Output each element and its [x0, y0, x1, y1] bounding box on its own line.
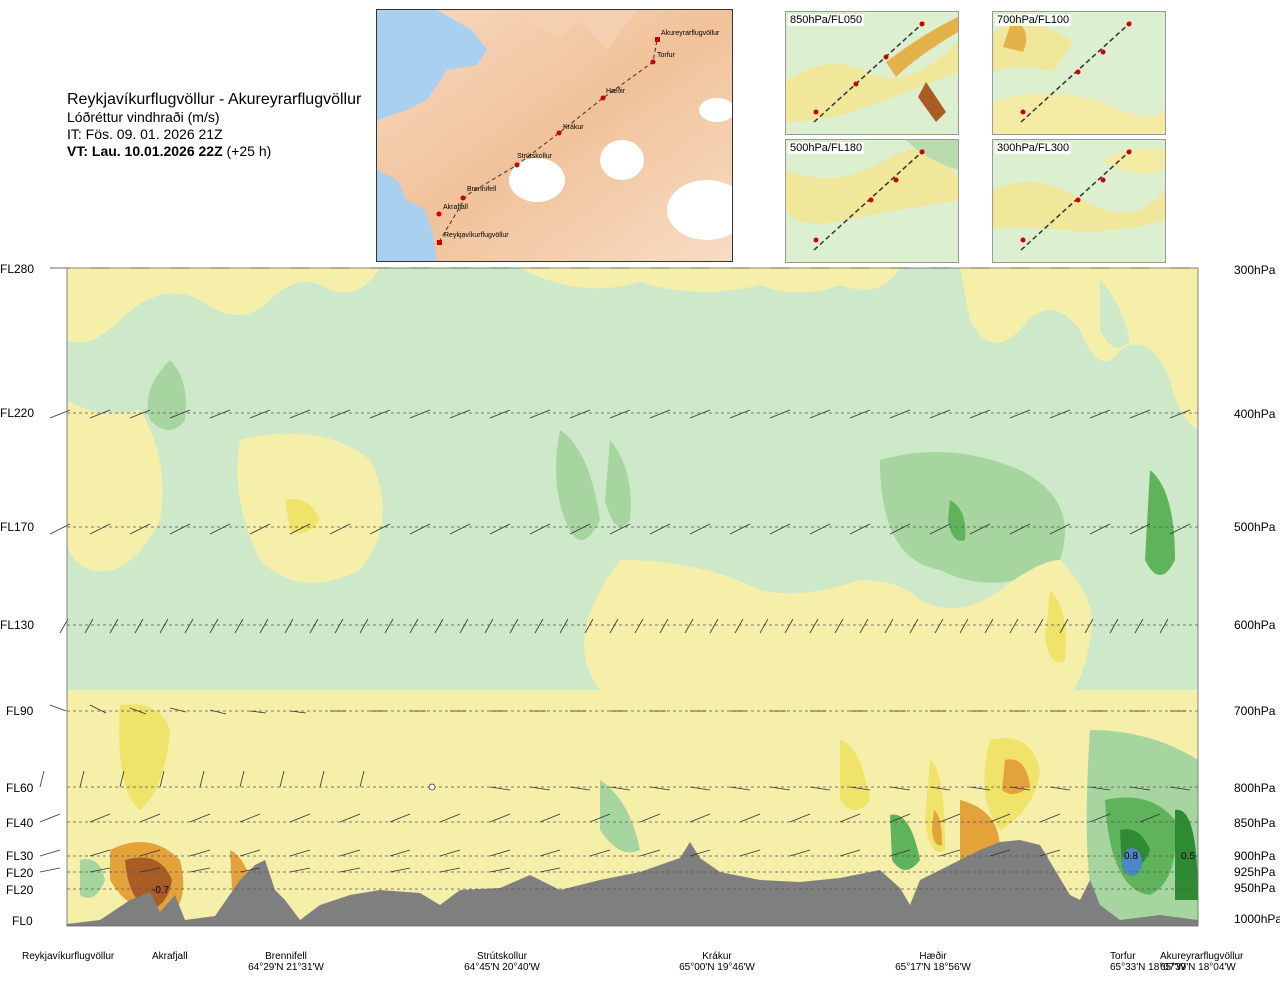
mini-map-drawing [993, 12, 1165, 134]
mini-map-label: 700hPa/FL100 [995, 14, 1072, 26]
map-place-label: Reykjavíkurflugvöllur [444, 232, 509, 239]
waypoint-name: Brennifell [265, 951, 307, 962]
fl-label: FL170 [0, 520, 35, 534]
pressure-gridlines [67, 412, 1198, 890]
waypoint-coord: 65°39'N 18°04'W [1160, 962, 1236, 973]
waypoint-label: Reykjavíkurflugvöllur [22, 951, 114, 962]
hpa-label: 950hPa [1234, 881, 1276, 895]
valid-time-bold: VT: Lau. 10.01.2026 22Z [67, 143, 223, 159]
fl-label: FL0 [12, 914, 33, 928]
waypoint-name: Akrafjall [152, 951, 188, 962]
hpa-label: 850hPa [1234, 816, 1276, 830]
map-place-label: Torfur [657, 52, 675, 59]
mini-map-label: 500hPa/FL180 [788, 142, 865, 154]
mini-map-850: 850hPa/FL050 [785, 11, 959, 135]
waypoint-label: Akureyrarflugvöllur 65°39'N 18°04'W [1160, 951, 1270, 973]
fl-label: FL280 [0, 262, 35, 276]
hpa-label: 300hPa [1234, 263, 1276, 277]
fl-label: FL60 [6, 781, 34, 795]
route-map: Akureyrarflugvöllur Torfur Hæðir Krákur … [376, 9, 733, 262]
mini-map-500: 500hPa/FL180 [785, 139, 959, 263]
valid-time: VT: Lau. 10.01.2026 22Z (+25 h) [67, 143, 361, 160]
fl-label: FL20 [6, 883, 34, 897]
mini-map-label: 850hPa/FL050 [788, 14, 865, 26]
waypoint-label: Strútskollur 64°45'N 20°40'W [462, 951, 542, 973]
waypoint-name: Strútskollur [476, 951, 527, 962]
issued-time: IT: Fös. 09. 01. 2026 21Z [67, 126, 223, 142]
waypoint-label: Akrafjall [152, 951, 188, 962]
waypoint-label: Brennifell 64°29'N 21°31'W [246, 951, 326, 973]
fl-label: FL30 [6, 849, 34, 863]
waypoint-coord: 65°17'N 18°56'W [895, 962, 971, 973]
value-label: 0.5 [1181, 851, 1195, 862]
valid-offset: (+25 h) [226, 143, 272, 159]
hpa-label: 800hPa [1234, 781, 1276, 795]
map-place-label: Krákur [563, 124, 584, 131]
map-place-label: Akrafjall [443, 204, 468, 211]
waypoint-name: Akureyrarflugvöllur [1160, 951, 1244, 962]
map-place-label: Hæðir [606, 88, 626, 95]
fl-label: FL220 [0, 406, 35, 420]
variable-label: Lóðréttur vindhraði (m/s) [67, 109, 220, 125]
map-place-label: Brennifell [467, 186, 497, 193]
route-map-drawing [377, 10, 732, 261]
waypoint-label: Torfur 65°33'N 18°07'W [1110, 951, 1186, 973]
hpa-label: 900hPa [1234, 849, 1276, 863]
terrain-profile [67, 840, 1198, 926]
title-block: Reykjavíkurflugvöllur - Akureyrarflugvöl… [67, 90, 361, 160]
waypoint-name: Krákur [702, 951, 732, 962]
mini-map-drawing [993, 140, 1165, 262]
mini-map-700: 700hPa/FL100 [992, 11, 1166, 135]
fl-label: FL130 [0, 618, 35, 632]
waypoint-coord: 64°45'N 20°40'W [464, 962, 540, 973]
hpa-label: 700hPa [1234, 704, 1276, 718]
hpa-label: 500hPa [1234, 520, 1276, 534]
waypoint-label: Krákur 65°00'N 19°46'W [677, 951, 757, 973]
mini-map-drawing [786, 140, 958, 262]
mini-map-label: 300hPa/FL300 [995, 142, 1072, 154]
route-title: Reykjavíkurflugvöllur - Akureyrarflugvöl… [67, 91, 362, 108]
value-label: -0.7 [152, 885, 170, 896]
waypoint-coord: 65°00'N 19°46'W [679, 962, 755, 973]
hpa-label: 400hPa [1234, 407, 1276, 421]
map-place-label: Strútskollur [517, 153, 553, 160]
hpa-label: 1000hPa [1234, 912, 1280, 926]
fl-label: FL40 [6, 816, 34, 830]
waypoint-name: Hæðir [919, 951, 947, 962]
plot-frame [66, 267, 1199, 927]
waypoint-coord: 65°33'N 18°07'W [1110, 962, 1186, 973]
mini-map-drawing [786, 12, 958, 134]
fl-label: FL20 [6, 866, 34, 880]
hpa-label: 925hPa [1234, 865, 1276, 879]
value-label: 0.8 [1124, 851, 1138, 862]
waypoint-coord: 64°29'N 21°31'W [248, 962, 324, 973]
map-place-label: Akureyrarflugvöllur [661, 30, 720, 37]
hpa-label: 600hPa [1234, 618, 1276, 632]
fl-label: FL90 [6, 704, 34, 718]
waypoint-name: Torfur [1110, 951, 1136, 962]
waypoint-name: Reykjavíkurflugvöllur [22, 951, 115, 962]
waypoint-label: Hæðir 65°17'N 18°56'W [893, 951, 973, 973]
mini-map-300: 300hPa/FL300 [992, 139, 1166, 263]
